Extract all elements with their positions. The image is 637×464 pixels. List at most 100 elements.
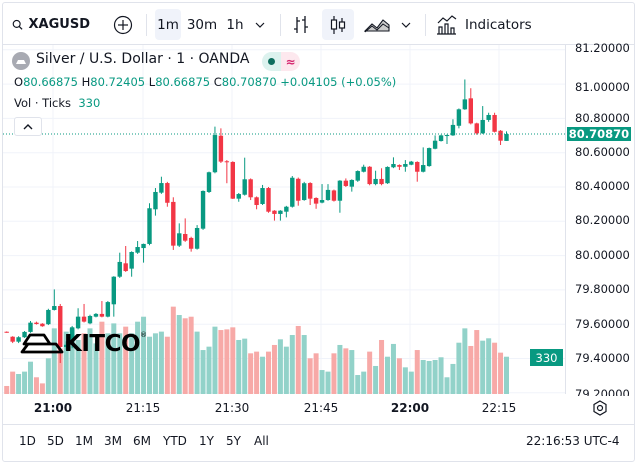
volume-bar [498, 352, 504, 394]
candle-down [343, 180, 349, 186]
price-tick: 81.20000 [575, 41, 630, 55]
volume-label: Vol · Ticks [14, 96, 72, 110]
candle-down [415, 161, 420, 172]
volume-bar [307, 358, 313, 394]
candle-up [444, 135, 450, 137]
interval-1m[interactable]: 1m [155, 9, 181, 40]
candle-up [111, 276, 116, 305]
volume-bar [248, 353, 254, 394]
range-1y[interactable]: 1Y [199, 434, 214, 448]
candle-up [105, 302, 111, 317]
volume-bar [75, 339, 81, 394]
symbol-search-button[interactable]: XAGUSD [12, 9, 90, 40]
candle-up [456, 109, 462, 126]
range-3m[interactable]: 3M [104, 434, 122, 448]
range-ytd[interactable]: YTD [163, 434, 187, 448]
volume-bar [164, 336, 170, 394]
volume-bar [367, 351, 373, 394]
volume-bar [230, 327, 236, 394]
price-tick: 80.40000 [575, 179, 630, 193]
volume-bar [355, 375, 361, 394]
volume-bar [408, 371, 414, 394]
volume-bar [170, 306, 176, 394]
bar-style-button[interactable] [288, 9, 314, 40]
candle-up [426, 148, 432, 167]
volume-bar [33, 377, 39, 394]
volume-bar [486, 338, 492, 394]
candle-up [16, 337, 21, 342]
chart-style-dropdown[interactable] [398, 9, 414, 40]
interval-label: 1m [157, 16, 179, 33]
volume-bar [468, 345, 474, 394]
candle-up [159, 183, 164, 193]
volume-bar [301, 335, 307, 394]
interval-label: 1h [226, 16, 244, 33]
volume-bar [379, 339, 385, 394]
candle-up [337, 180, 343, 201]
range-all[interactable]: All [254, 434, 269, 448]
area-style-button[interactable] [362, 9, 392, 40]
range-1m[interactable]: 1M [75, 434, 93, 448]
volume-bar [69, 328, 75, 394]
candle-down [397, 165, 402, 167]
candle-down [367, 166, 372, 185]
market-status-pill[interactable]: ≈ [262, 52, 300, 71]
volume-bar [81, 333, 87, 394]
candle-up [147, 208, 152, 244]
indicators-icon [437, 14, 457, 35]
volume-bar [456, 342, 462, 394]
volume-bar [188, 316, 194, 394]
volume-bar [57, 348, 63, 394]
high-value: 80.72405 [90, 75, 146, 89]
volume-bar [313, 353, 319, 394]
range-5d[interactable]: 5D [47, 434, 64, 448]
candle-down [331, 190, 337, 201]
volume-bar [414, 350, 420, 394]
candle-down [171, 201, 176, 246]
candle-down [272, 210, 277, 214]
interval-1h[interactable]: 1h [224, 9, 246, 40]
kitco-logo-icon [20, 333, 64, 354]
volume-bar [147, 336, 152, 394]
volume-bar [426, 361, 432, 394]
volume-bar [200, 350, 206, 394]
volume-bar [480, 340, 486, 394]
open-label: O [14, 75, 24, 89]
candle-up [421, 165, 426, 172]
volume-bar [271, 344, 277, 394]
candle-style-button[interactable] [322, 9, 354, 40]
volume-bar [492, 342, 498, 394]
collapse-legend-button[interactable] [14, 117, 42, 136]
current-volume-badge: 330 [530, 349, 563, 366]
candle-up [194, 227, 200, 249]
high-label: H [81, 75, 91, 89]
candle-up [46, 309, 51, 325]
range-5y[interactable]: 5Y [226, 434, 241, 448]
price-tick: 79.60000 [575, 317, 630, 331]
candle-up [69, 327, 75, 345]
interval-30m[interactable]: 30m [186, 9, 218, 40]
volume-bar [319, 370, 325, 394]
chart-settings-button[interactable] [591, 399, 609, 421]
volume-bar [254, 351, 260, 394]
candle-down [307, 183, 313, 199]
candle-up [200, 190, 206, 229]
interval-dropdown[interactable] [252, 9, 268, 40]
symbol-name: XAGUSD [28, 17, 90, 32]
range-6m[interactable]: 6M [133, 434, 151, 448]
low-value: 80.66875 [155, 75, 211, 89]
volume-bar [504, 356, 509, 394]
range-1d[interactable]: 1D [19, 434, 36, 448]
indicators-button[interactable]: Indicators [436, 9, 532, 40]
low-label: L [148, 75, 156, 89]
chevron-down-icon [401, 22, 411, 28]
time-tick: 22:00 [390, 401, 430, 415]
candle-up [438, 135, 444, 142]
compare-symbol-button[interactable] [111, 9, 135, 40]
volume-bar [51, 328, 57, 394]
bar-chart-icon [294, 15, 308, 33]
search-icon [12, 19, 23, 30]
volume-bar [266, 351, 271, 394]
chevron-down-icon [255, 22, 265, 28]
